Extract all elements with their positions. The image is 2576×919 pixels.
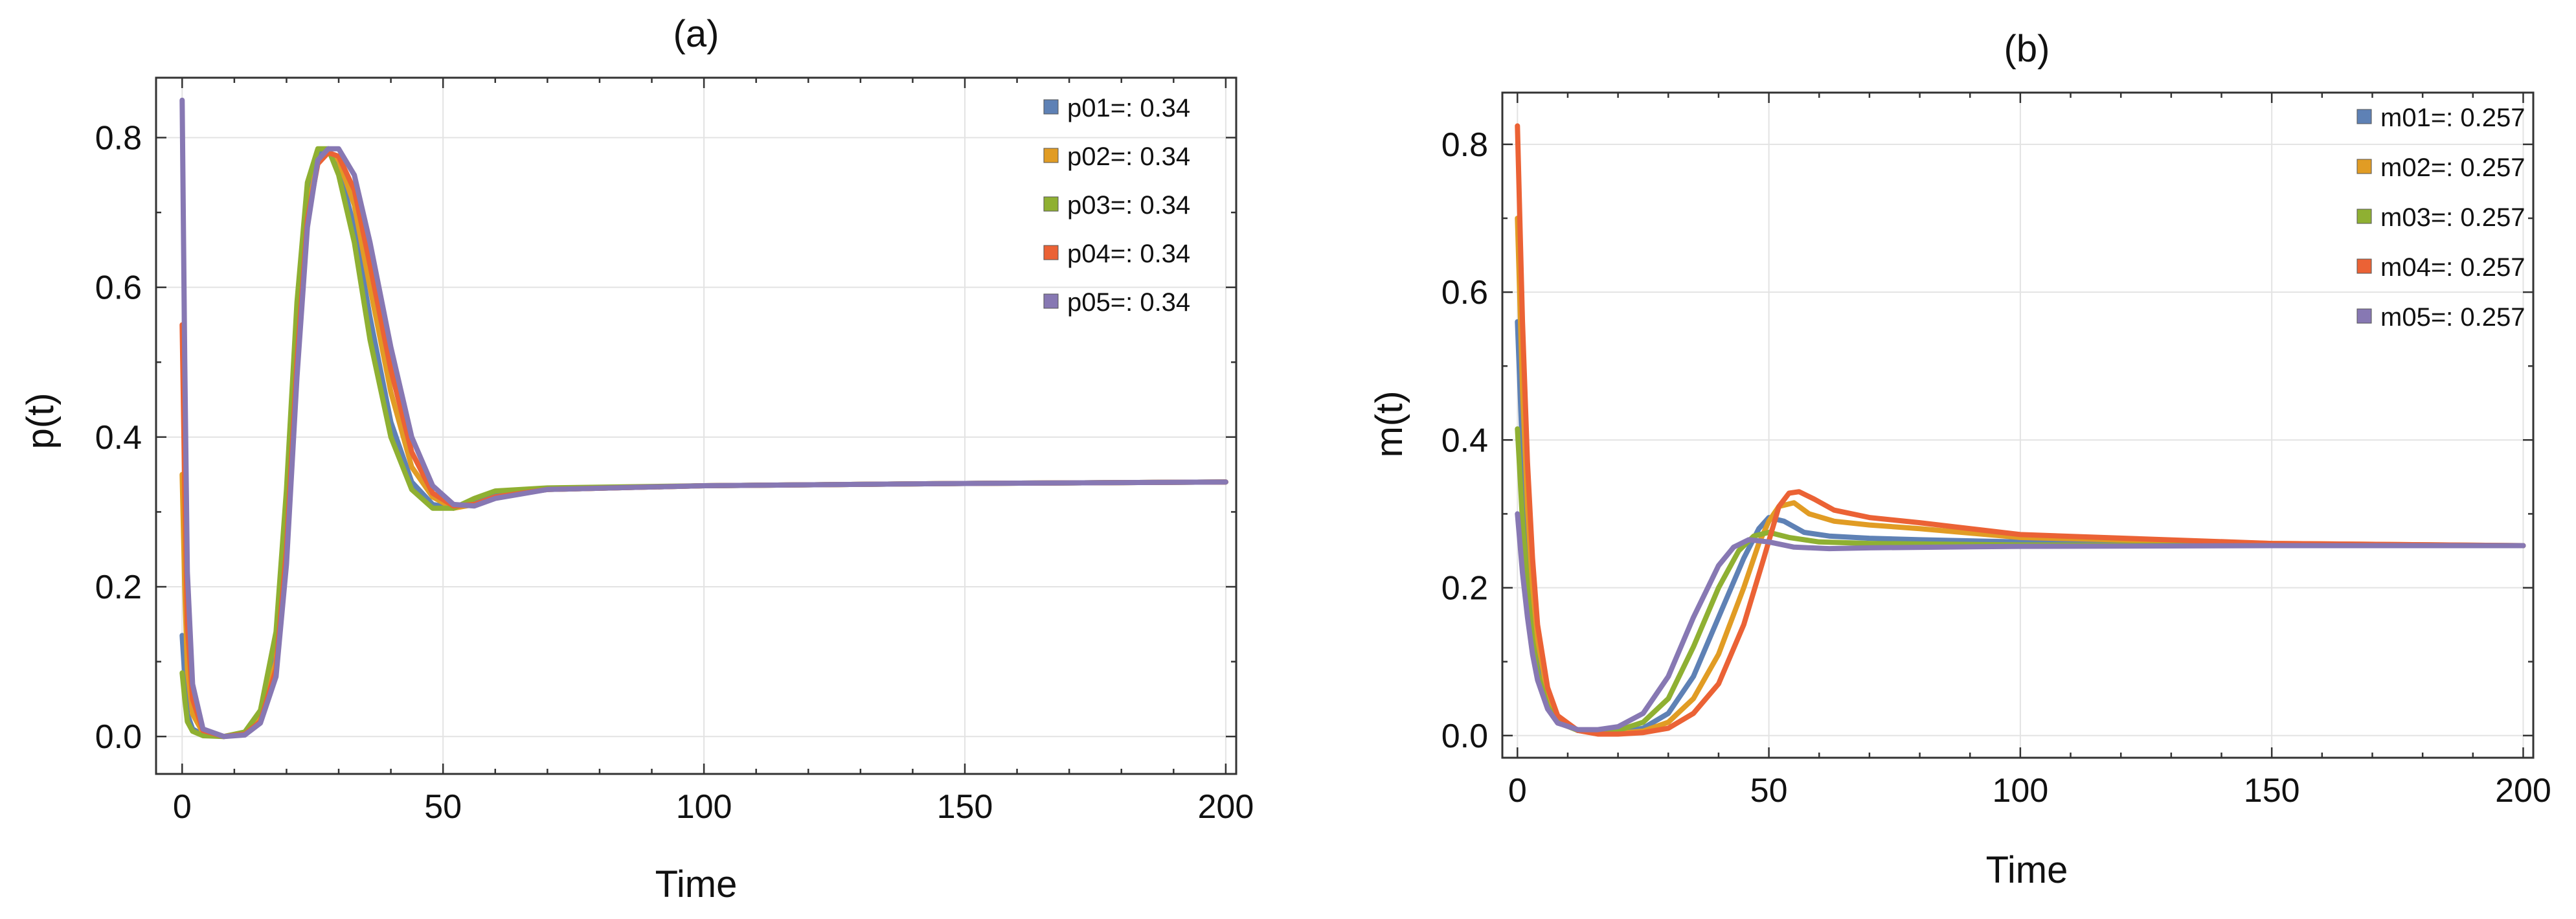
series-line-m05 [1515, 511, 2526, 732]
legend-label-p03: p03=: 0.34 [1067, 191, 1190, 220]
panel-b-plot-frame [1501, 91, 2535, 759]
panel-a-x-tick-label: 100 [676, 788, 732, 826]
legend-swatch-m05 [2356, 308, 2372, 324]
panel-a-x-axis-title: Time [655, 863, 738, 905]
legend-label-m01: m01=: 0.257 [2380, 104, 2525, 132]
legend-swatch-m03 [2356, 209, 2372, 224]
panel-b-x-tick-label: 100 [1993, 772, 2049, 810]
panel-a-y-tick-label: 0.4 [95, 419, 142, 457]
legend-swatch-p01 [1043, 99, 1059, 115]
panel-b-x-axis-title: Time [1986, 849, 2068, 891]
series-line-m04 [1515, 123, 2526, 737]
panel-a-y-tick-label: 0.6 [95, 269, 142, 307]
panel-a-y-tick-label: 0.0 [95, 718, 142, 756]
legend-label-p05: p05=: 0.34 [1067, 288, 1190, 317]
legend-label-p02: p02=: 0.34 [1067, 142, 1190, 171]
panel-b-x-tick-label: 50 [1750, 772, 1788, 810]
legend-swatch-p04 [1043, 245, 1059, 260]
series-line-p05 [179, 97, 1228, 740]
legend-swatch-p03 [1043, 196, 1059, 212]
panel-a-plot-frame [155, 76, 1237, 775]
legend-label-p04: p04=: 0.34 [1067, 240, 1190, 268]
panel-b-chart: (b) 0 50 100 150 200 0.0 0.2 0.4 0.6 0.8 m01=: 0.… [1368, 28, 2551, 891]
legend-swatch-p02 [1043, 148, 1059, 163]
panel-b-y-tick-label: 0.6 [1441, 274, 1488, 312]
legend-label-m02: m02=: 0.257 [2380, 153, 2525, 182]
legend-swatch-m02 [2356, 159, 2372, 174]
legend-swatch-m04 [2356, 258, 2372, 274]
panel-a-y-axis-title: p(t) [19, 393, 62, 449]
panel-b-x-tick-label: 150 [2244, 772, 2300, 810]
panel-a-x-tick-label: 50 [424, 788, 462, 826]
legend-swatch-m01 [2356, 109, 2372, 124]
panel-b-y-tick-label: 0.0 [1441, 718, 1488, 755]
panel-b-title: (b) [2004, 28, 2050, 70]
panel-b-y-axis-title: m(t) [1368, 391, 1410, 457]
panel-b-y-tick-label: 0.8 [1441, 126, 1488, 164]
panel-a-x-tick-label: 150 [937, 788, 993, 826]
panel-b-y-tick-label: 0.4 [1441, 422, 1488, 459]
panel-a-chart: (a) 0 50 100 150 200 0.0 0.2 0.4 0.6 0.8 p01=: 0.… [19, 13, 1254, 905]
legend-swatch-p05 [1043, 293, 1059, 309]
legend-label-m03: m03=: 0.257 [2380, 203, 2525, 232]
legend-label-p01: p01=: 0.34 [1067, 94, 1190, 122]
legend-label-m04: m04=: 0.257 [2380, 253, 2525, 282]
panel-a-x-tick-label: 0 [173, 788, 192, 826]
legend-label-m05: m05=: 0.257 [2380, 303, 2525, 332]
panel-b-x-tick-label: 0 [1508, 772, 1527, 810]
panel-b-y-tick-label: 0.2 [1441, 570, 1488, 607]
panel-a-y-tick-label: 0.2 [95, 569, 142, 606]
panel-a-title: (a) [673, 13, 719, 55]
panel-a-x-tick-label: 200 [1198, 788, 1254, 826]
panel-a-y-tick-label: 0.8 [95, 119, 142, 157]
panel-b-x-tick-label: 200 [2495, 772, 2551, 810]
